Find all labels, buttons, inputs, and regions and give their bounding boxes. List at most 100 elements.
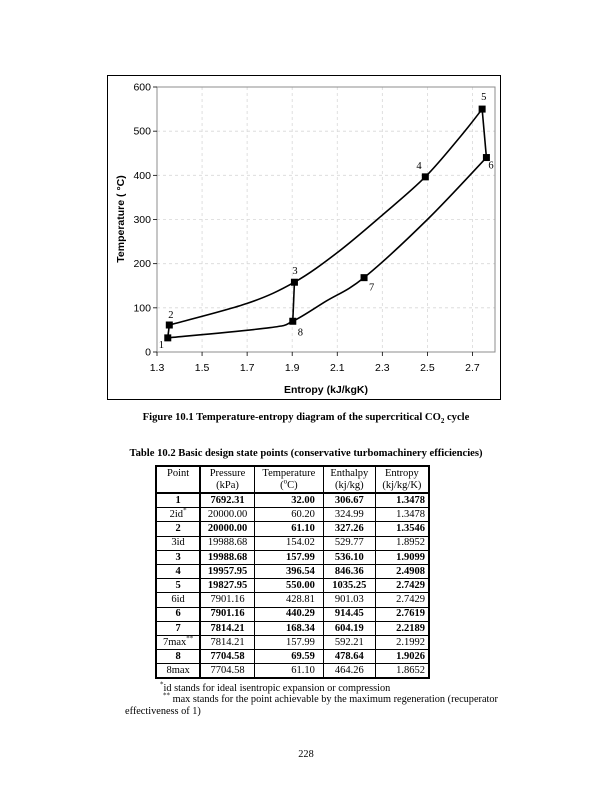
cell-point: 8 xyxy=(155,649,202,665)
footnote-max-continued: effectiveness of 1) xyxy=(125,706,201,717)
table-row: 3 19988.68 157.99 536.10 1.9099 xyxy=(155,549,430,565)
cell-entropy: 1.9026 xyxy=(374,649,430,665)
process-line-3-8 xyxy=(291,282,296,322)
cell-entropy: 1.8952 xyxy=(374,535,430,551)
cell-pressure: 20000.00 xyxy=(199,521,255,537)
cell-point: 3 xyxy=(155,549,202,565)
table-row: 4 19957.95 396.54 846.36 2.4908 xyxy=(155,563,430,580)
state-point-labels: 1 2 3 4 5 6 7 8 xyxy=(159,92,494,351)
marker-square-icon xyxy=(421,173,429,181)
y-tick-label: 300 xyxy=(133,214,151,226)
table-caption: Table 10.2 Basic design state points (co… xyxy=(129,448,483,459)
cell-temperature: 61.10 xyxy=(253,663,324,679)
cell-temperature: 61.10 xyxy=(253,521,324,537)
state-point-label: 4 xyxy=(416,161,422,172)
state-point-label: 7 xyxy=(369,283,374,294)
cell-pressure: 7704.58 xyxy=(199,649,255,665)
cell-entropy: 2.7429 xyxy=(374,592,430,608)
x-tick-label: 1.7 xyxy=(240,362,255,374)
table-row: 8 7704.58 69.59 478.64 1.9026 xyxy=(155,649,430,665)
cell-temperature: 32.00 xyxy=(253,492,324,509)
cell-enthalpy: 536.10 xyxy=(322,549,376,565)
marker-square-icon xyxy=(290,278,298,286)
table-row: 2id* 20000.00 60.20 324.99 1.3478 xyxy=(155,507,430,523)
cell-temperature: 428.81 xyxy=(253,592,324,608)
cell-temperature: 396.54 xyxy=(253,563,324,580)
marker-square-icon xyxy=(165,321,173,329)
cell-point: 6id xyxy=(155,592,202,608)
page-number: 228 xyxy=(298,749,314,760)
table-row: 3id 19988.68 154.02 529.77 1.8952 xyxy=(155,535,430,551)
cell-enthalpy: 1035.25 xyxy=(322,578,376,594)
figure-caption-subscript: 2 xyxy=(440,417,445,426)
y-axis-title: Temperature ( °C) xyxy=(115,175,127,262)
cell-enthalpy: 327.26 xyxy=(322,521,376,537)
cell-entropy: 2.7429 xyxy=(374,578,430,594)
process-line-5-6 xyxy=(481,109,488,158)
cell-enthalpy: 478.64 xyxy=(322,649,376,665)
marker-square-icon xyxy=(164,334,172,342)
x-tick-label: 2.7 xyxy=(465,362,480,374)
table-row: 6 7901.16 440.29 914.45 2.7619 xyxy=(155,606,430,622)
cell-temperature: 550.00 xyxy=(253,578,324,594)
cell-enthalpy: 529.77 xyxy=(322,535,376,551)
cell-temperature: 168.34 xyxy=(253,620,324,636)
x-tick-label: 1.5 xyxy=(195,362,210,374)
cell-enthalpy: 306.67 xyxy=(322,492,376,509)
cell-pressure: 19827.95 xyxy=(199,578,255,594)
cell-entropy: 1.9099 xyxy=(374,549,430,565)
cell-enthalpy: 914.45 xyxy=(322,606,376,622)
header-enthalpy: Enthalpy (kj/kg) xyxy=(322,465,376,494)
table-row: 2 20000.00 61.10 327.26 1.3546 xyxy=(155,521,430,537)
state-point-markers xyxy=(164,105,490,342)
table-row: 7 7814.21 168.34 604.19 2.2189 xyxy=(155,620,430,636)
table-header-row: Point Pressure (kPa) Temperature (oC) Enth… xyxy=(155,465,430,494)
cell-point: 5 xyxy=(155,578,202,594)
y-tick-label: 600 xyxy=(133,82,151,94)
cell-point: 2id* xyxy=(155,507,202,523)
cell-point: 8max xyxy=(155,663,202,679)
footnote-id: *id stands for ideal isentropic expansio… xyxy=(160,680,391,694)
cell-pressure: 20000.00 xyxy=(199,507,255,523)
cell-point: 6 xyxy=(155,606,202,622)
cell-pressure: 7901.16 xyxy=(199,592,255,608)
marker-square-icon xyxy=(360,274,368,282)
high-pressure-curve xyxy=(169,108,483,326)
figure-caption-text: Figure 10.1 Temperature-entropy diagram … xyxy=(142,412,441,423)
cell-point: 1 xyxy=(155,492,202,509)
table-row: 6id 7901.16 428.81 901.03 2.7429 xyxy=(155,592,430,608)
cell-pressure: 7901.16 xyxy=(199,606,255,622)
footnote-max: ** max stands for the point achievable b… xyxy=(163,691,498,705)
cell-point: 7 xyxy=(155,620,202,636)
cell-enthalpy: 592.21 xyxy=(322,634,376,651)
x-tick-label: 2.1 xyxy=(330,362,345,374)
chart-gridlines xyxy=(157,87,495,352)
cell-pressure: 19988.68 xyxy=(199,549,255,565)
cell-pressure: 7704.58 xyxy=(199,663,255,679)
table-row: 1 7692.31 32.00 306.67 1.3478 xyxy=(155,492,430,509)
cell-point: 7max** xyxy=(155,635,202,651)
cell-pressure: 19957.95 xyxy=(199,563,255,580)
header-temperature: Temperature (oC) xyxy=(253,465,324,494)
y-tick-label: 0 xyxy=(145,347,151,359)
x-tick-label: 1.3 xyxy=(150,362,165,374)
header-point: Point xyxy=(155,465,202,494)
state-point-label: 8 xyxy=(298,327,303,338)
state-point-label: 2 xyxy=(168,310,173,321)
cell-pressure: 7692.31 xyxy=(199,492,255,509)
cell-temperature: 60.20 xyxy=(253,507,324,523)
table-row: 5 19827.95 550.00 1035.25 2.7429 xyxy=(155,578,430,594)
y-tick-label: 100 xyxy=(133,302,151,314)
y-tick-label: 200 xyxy=(133,258,151,270)
figure-caption: Figure 10.1 Temperature-entropy diagram … xyxy=(0,412,612,425)
x-axis-ticks: 1.3 1.5 1.7 1.9 2.1 2.3 2.5 2.7 xyxy=(150,352,480,374)
state-point-label: 1 xyxy=(159,340,164,351)
cell-point: 3id xyxy=(155,535,202,551)
cell-enthalpy: 604.19 xyxy=(322,620,376,636)
y-tick-label: 400 xyxy=(133,170,151,182)
cell-enthalpy: 901.03 xyxy=(322,592,376,608)
figure-caption-suffix: cycle xyxy=(444,412,470,423)
table-body: 1 7692.31 32.00 306.67 1.3478 2id* 20000.00 60.… xyxy=(155,492,430,679)
table-row: 7max** 7814.21 157.99 592.21 2.1992 xyxy=(155,634,430,651)
cell-enthalpy: 324.99 xyxy=(322,507,376,523)
